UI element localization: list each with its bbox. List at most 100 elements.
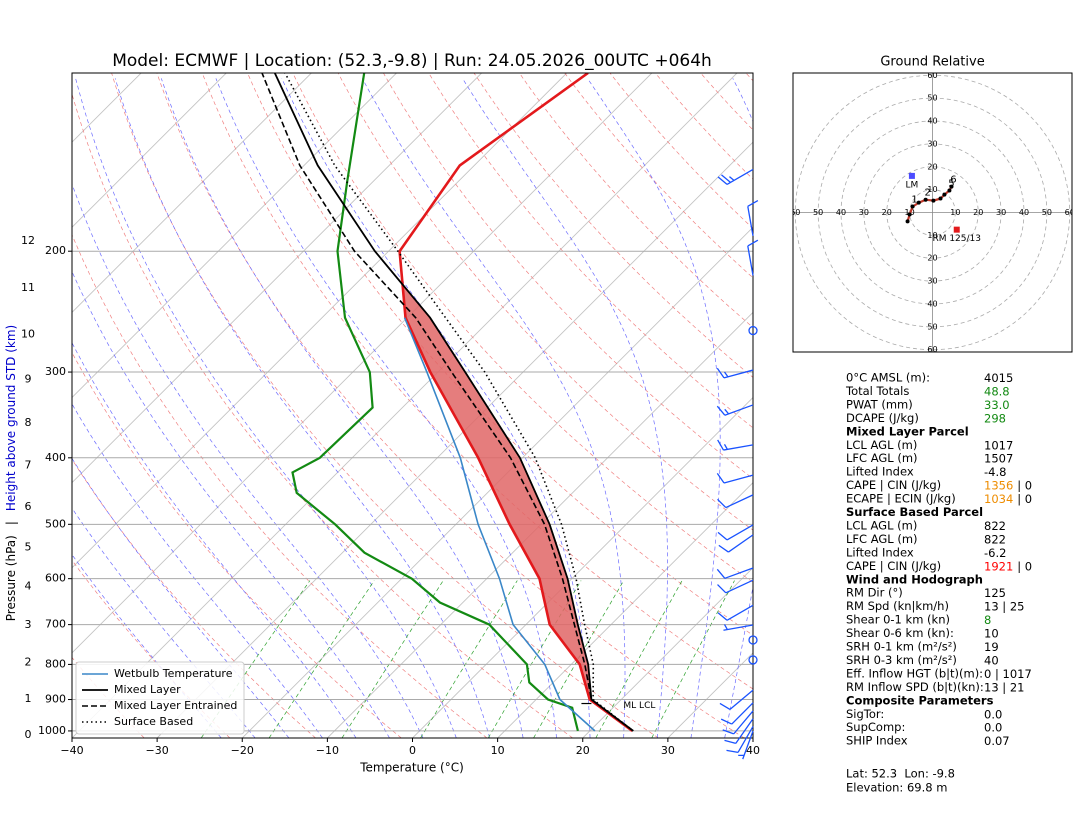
annotation: ML LCL (623, 701, 655, 711)
x-tick-label: 0 (409, 744, 416, 757)
mixing-ratio-line (341, 580, 444, 738)
wind-barb (716, 472, 754, 484)
hodograph-ring-label: 50 (1042, 208, 1052, 217)
panel-value: 0 | 1017 (984, 666, 1032, 680)
panel-value: 822 (984, 532, 1006, 546)
moist-adiabat (114, 78, 491, 738)
hodograph-ring-label: 40 (927, 299, 937, 308)
panel-value-text: 4015 (984, 371, 1013, 385)
mixing-ratio-line (533, 580, 625, 738)
x-tick-label: −30 (146, 744, 169, 757)
dry-adiabat (111, 73, 659, 738)
x-tick-label: 10 (491, 744, 505, 757)
hodograph-ring-label: 60 (927, 71, 937, 80)
panel-value: 10 (984, 626, 999, 640)
hodograph-line (906, 186, 953, 222)
storm-motion (953, 226, 960, 233)
dry-adiabat (609, 73, 753, 229)
moist-adiabat (75, 78, 457, 738)
isotherm (72, 73, 312, 314)
hodograph-point (907, 212, 912, 217)
panel-value: 13 | 21 (984, 680, 1024, 694)
panel-footer: Elevation: 69.8 m (846, 781, 947, 795)
x-tick-label: −40 (60, 744, 83, 757)
panel-label: LFC AGL (m) (846, 451, 918, 465)
wind-barb (716, 404, 754, 416)
hodograph-ring-label: 10 (927, 185, 937, 194)
legend-label: Surface Based (114, 715, 193, 728)
storm-motion (908, 172, 915, 179)
panel-label: Shear 0-1 km (kn) (846, 613, 950, 627)
y2-tick-label: 6 (25, 500, 32, 513)
hodograph-ring-label: 50 (927, 94, 937, 103)
panel-value: 1356 | 0 (984, 478, 1032, 492)
dry-adiabat (72, 351, 402, 738)
moist-adiabat (160, 78, 524, 738)
hodograph-ring (817, 97, 1048, 328)
hodograph-label: 1 (911, 195, 917, 206)
panel-label: Total Totals (845, 384, 909, 398)
legend: Wetbulb Temperature Mixed Layer Mixed Laye… (75, 661, 245, 735)
x-tick-label: −20 (231, 744, 254, 757)
wind-barb (747, 200, 759, 237)
moist-adiabat (361, 78, 626, 738)
hodograph-point (949, 184, 954, 189)
panel-value-text: 0.07 (984, 734, 1010, 748)
panel-value: 822 (984, 518, 1006, 532)
y-tick-label: 700 (45, 618, 66, 631)
wind-calm (748, 655, 758, 665)
y-tick-label: 200 (45, 244, 66, 257)
panel-value-suffix: | 0 (1017, 559, 1032, 573)
panel-label: SHIP Index (846, 734, 908, 748)
wind-calm (748, 325, 758, 336)
wind-barb (723, 624, 754, 631)
isotherm (582, 567, 753, 738)
profile-line (403, 317, 596, 732)
dry-adiabat (337, 73, 753, 531)
hodograph-frame (792, 72, 1073, 353)
panel-value-text: 0.0 (984, 720, 1002, 734)
panel-value-text: 8 (984, 613, 991, 627)
isotherm (72, 73, 482, 484)
panel-value-text: 298 (984, 411, 1006, 425)
wind-barb (726, 726, 754, 754)
panel-value-text: 13 | 25 (984, 599, 1024, 613)
profile-line (291, 73, 579, 732)
panel-value-suffix: | 0 (1017, 478, 1032, 492)
panel-value: -6.2 (984, 545, 1006, 559)
panel-value: 0.0 (984, 720, 1002, 734)
wind-barb (724, 718, 754, 744)
profile-line (261, 73, 634, 732)
hodograph-point (942, 192, 947, 197)
y-label-separator: | (4, 521, 18, 525)
wind-barb (716, 367, 754, 379)
panel-value-suffix: | 0 (1017, 492, 1032, 506)
panel-label: SupComp: (846, 720, 905, 734)
panel-label: ECAPE | ECIN (J/kg) (846, 492, 956, 506)
x-axis-label: Temperature (°C) (359, 761, 464, 775)
panel-value-text: 40 (984, 653, 999, 667)
hodograph-ring-label: 10 (927, 231, 937, 240)
panel-section-title: Surface Based Parcel (846, 505, 983, 519)
panel-label: RM Spd (kn|km/h) (846, 599, 949, 613)
isotherm (497, 481, 753, 738)
panel-label: CAPE | CIN (J/kg) (846, 559, 941, 573)
hodograph-ring-label: 40 (1019, 208, 1029, 217)
hodograph-ring-label: 20 (927, 162, 937, 171)
panel-value-text: -4.8 (984, 465, 1006, 479)
panel-value-text: 1356 (984, 478, 1013, 492)
y-tick-label: 300 (45, 365, 66, 378)
hodograph-ring-label: 60 (1065, 208, 1075, 217)
panel-value: 13 | 25 (984, 599, 1024, 613)
wind-barb (717, 439, 754, 451)
hodograph-ring (886, 166, 979, 259)
y2-tick-label: 1 (25, 692, 32, 705)
panel-label: LFC AGL (m) (846, 532, 918, 546)
dry-adiabat (383, 73, 753, 480)
y2-tick-label: 4 (25, 580, 32, 593)
panel-value-text: 13 | 21 (984, 680, 1024, 694)
hodograph-ring-label: 20 (882, 208, 892, 217)
hodograph-ring-label: 60 (790, 208, 800, 217)
